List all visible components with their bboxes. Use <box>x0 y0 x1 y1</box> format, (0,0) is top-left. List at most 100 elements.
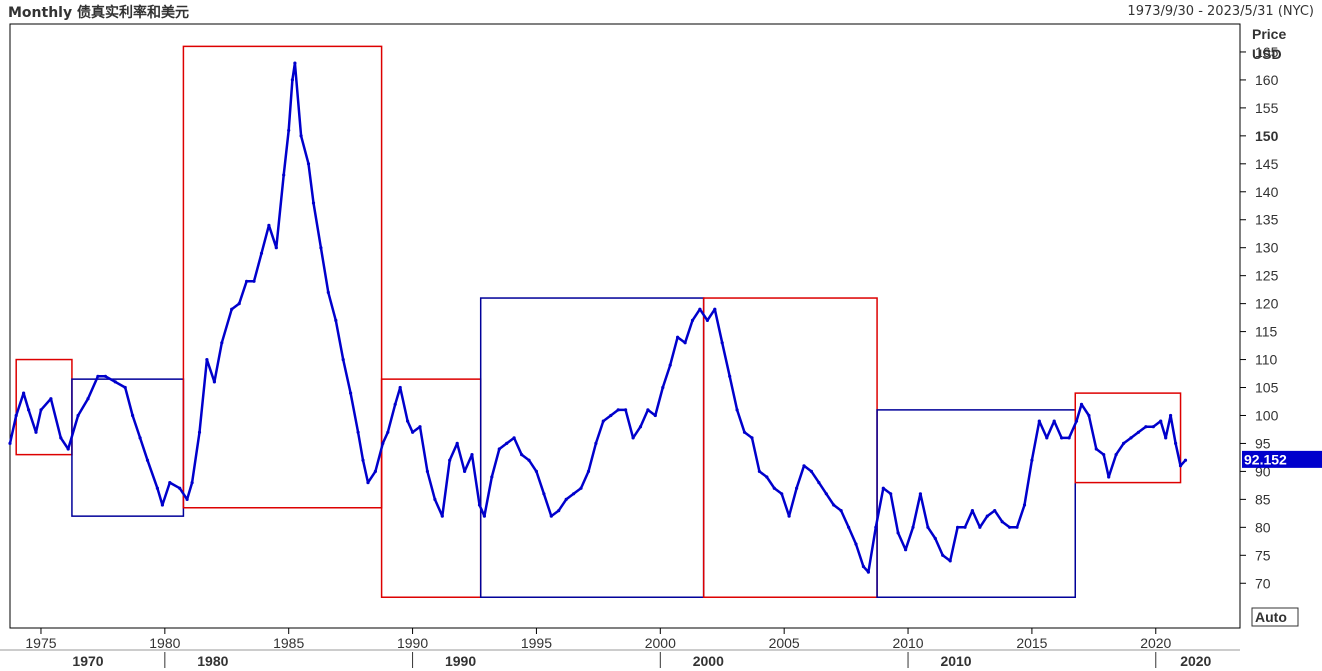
highlight-boxes <box>15 45 1182 598</box>
y-tick-label-165: 165 <box>1255 44 1279 60</box>
price-point-97 <box>713 307 717 311</box>
price-point-156 <box>1144 425 1148 429</box>
x-tick-label-1990: 1990 <box>397 635 428 651</box>
price-point-131 <box>963 525 967 529</box>
price-point-58 <box>425 469 429 473</box>
y-tick-label-95: 95 <box>1255 435 1271 451</box>
price-point-133 <box>978 525 982 529</box>
price-point-129 <box>948 559 952 563</box>
x-major-label-1990: 1990 <box>445 653 476 669</box>
y-tick-label-125: 125 <box>1255 268 1279 284</box>
price-series <box>8 61 1188 574</box>
y-tick-label-85: 85 <box>1255 491 1271 507</box>
price-point-141 <box>1037 419 1041 423</box>
y-tick-label-110: 110 <box>1255 352 1278 368</box>
price-point-140 <box>1030 458 1034 462</box>
price-point-157 <box>1151 425 1155 429</box>
price-point-149 <box>1094 447 1098 451</box>
price-point-39 <box>299 134 303 138</box>
price-point-71 <box>520 453 524 457</box>
price-point-93 <box>683 341 687 345</box>
price-point-101 <box>742 430 747 434</box>
price-point-38 <box>293 61 297 65</box>
auto-scale-button[interactable]: Auto <box>1251 607 1299 627</box>
price-point-122 <box>896 531 900 535</box>
price-point-103 <box>757 469 762 473</box>
auto-scale-label: Auto <box>1255 609 1287 625</box>
price-point-119 <box>874 525 878 529</box>
price-point-146 <box>1074 419 1079 423</box>
price-point-30 <box>245 279 249 283</box>
price-point-68 <box>497 447 501 451</box>
price-point-128 <box>941 553 945 557</box>
price-point-95 <box>698 307 702 311</box>
price-point-105 <box>772 486 776 490</box>
price-point-114 <box>839 509 843 513</box>
x-tick-label-1995: 1995 <box>521 635 552 651</box>
price-point-139 <box>1022 503 1027 507</box>
price-point-43 <box>326 290 330 294</box>
price-point-135 <box>993 509 997 513</box>
price-point-152 <box>1114 453 1118 457</box>
price-point-45 <box>341 358 345 362</box>
price-point-77 <box>564 497 568 501</box>
price-point-106 <box>780 492 784 496</box>
x-tick-label-1985: 1985 <box>273 635 304 651</box>
x-tick-label-2020: 2020 <box>1140 635 1171 651</box>
price-point-6 <box>49 397 53 401</box>
price-point-91 <box>668 363 672 367</box>
price-point-113 <box>832 503 836 507</box>
price-point-100 <box>735 408 739 412</box>
price-point-0 <box>8 441 12 445</box>
price-point-80 <box>586 469 591 473</box>
price-point-72 <box>527 458 531 462</box>
price-point-78 <box>572 492 576 496</box>
price-point-22 <box>185 497 189 501</box>
price-point-75 <box>549 514 553 518</box>
price-point-136 <box>1000 520 1004 524</box>
price-point-90 <box>661 385 665 390</box>
price-point-18 <box>155 486 159 490</box>
price-point-161 <box>1174 441 1178 445</box>
price-point-53 <box>393 402 397 406</box>
price-point-4 <box>34 430 38 434</box>
price-point-21 <box>178 486 182 490</box>
price-point-46 <box>349 391 353 395</box>
x-tick-label-2000: 2000 <box>645 635 676 651</box>
price-point-56 <box>411 430 415 434</box>
price-point-108 <box>795 486 799 490</box>
price-point-151 <box>1107 475 1111 479</box>
price-point-102 <box>750 436 754 440</box>
price-point-57 <box>418 425 422 429</box>
price-point-41 <box>311 201 316 205</box>
x-axis-ticks: 1975 1980 1985 1990 1995 2000 2005 2010 2015 2020… <box>0 628 1240 669</box>
price-point-145 <box>1067 436 1071 440</box>
price-axis-label: Price <box>1252 26 1286 42</box>
price-point-48 <box>361 458 365 462</box>
price-point-25 <box>205 358 209 362</box>
price-point-65 <box>477 503 482 507</box>
price-point-144 <box>1060 436 1064 440</box>
price-point-138 <box>1015 525 1019 529</box>
highlight-box-8-red <box>1074 392 1182 484</box>
price-point-31 <box>252 279 256 283</box>
y-tick-label-100: 100 <box>1255 407 1279 423</box>
price-point-27 <box>220 341 224 345</box>
highlight-box-7-blue <box>876 409 1077 598</box>
price-point-69 <box>505 441 509 445</box>
price-point-154 <box>1129 436 1133 440</box>
unit-axis-label: USD <box>1252 46 1282 62</box>
price-point-23 <box>190 481 194 485</box>
price-point-14 <box>123 385 127 390</box>
price-point-33 <box>267 223 271 227</box>
price-point-104 <box>765 475 769 479</box>
y-tick-label-120: 120 <box>1255 296 1279 312</box>
price-point-89 <box>653 413 657 418</box>
y-tick-label-80: 80 <box>1255 519 1271 535</box>
price-point-16 <box>138 436 142 440</box>
price-point-117 <box>861 564 866 569</box>
price-point-63 <box>463 469 467 473</box>
price-point-126 <box>926 525 930 529</box>
price-point-92 <box>676 335 680 339</box>
